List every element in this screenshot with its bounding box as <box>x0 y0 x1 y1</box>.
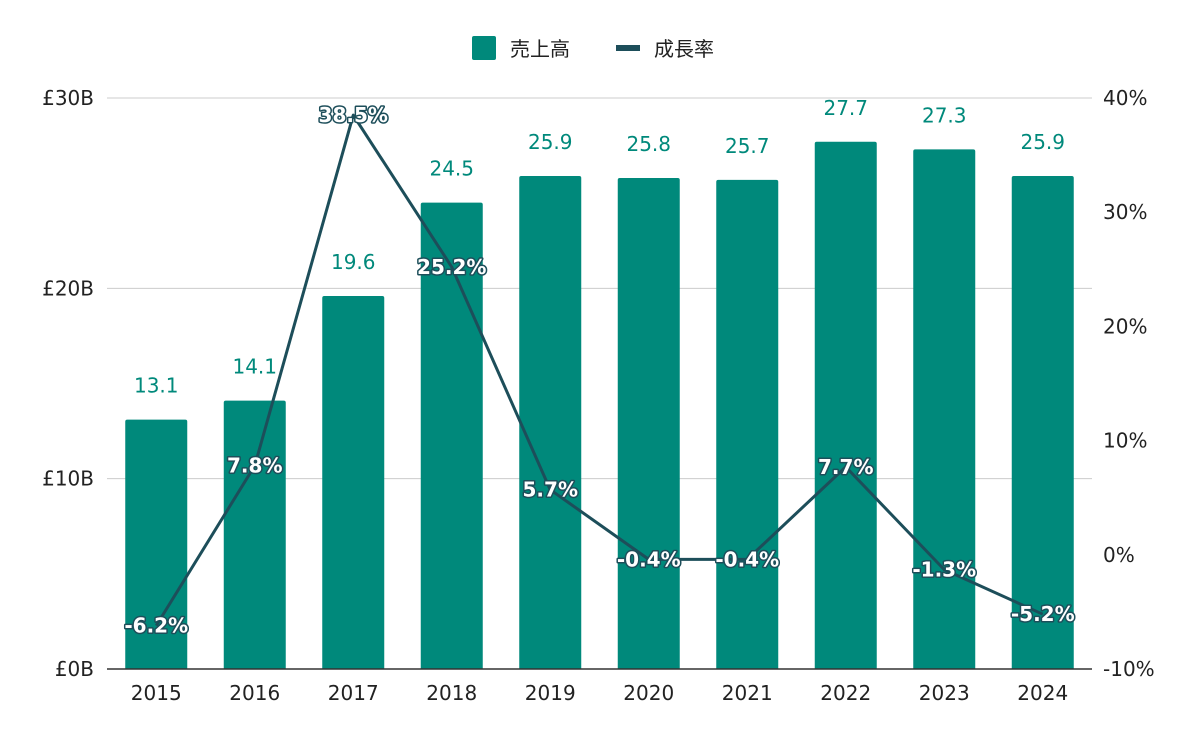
bar-value-label: 27.3 <box>922 103 967 127</box>
growth-value-label: 5.7% <box>523 478 578 502</box>
bar-value-label: 13.1 <box>134 374 179 398</box>
bar-value-label: 19.6 <box>331 250 376 274</box>
bar-value-labels: 13.1 14.1 19.6 24.5 25.9 25.8 25.7 27.7 27.3 25.9 <box>134 96 1065 398</box>
bar-series <box>125 141 1074 670</box>
y-left-tick-label: £30B <box>42 86 94 110</box>
growth-value-label: -5.2% <box>1011 602 1075 626</box>
legend: 売上高 成長率 <box>472 36 714 61</box>
bar-value-label: 25.9 <box>528 130 573 154</box>
y-right-tick-label: -10% <box>1103 657 1155 681</box>
bar <box>716 179 779 670</box>
y-left-tick-label: £10B <box>42 467 94 491</box>
y-left-tick-label: £20B <box>42 276 94 300</box>
bar <box>223 400 286 669</box>
x-tick-label: 2024 <box>1017 681 1068 705</box>
y-left-tick-label: £0B <box>55 657 94 681</box>
growth-value-label: -0.4% <box>617 547 681 571</box>
growth-value-label: -1.3% <box>912 558 976 582</box>
bar <box>519 176 582 669</box>
x-tick-label: 2015 <box>131 681 182 705</box>
y-right-tick-label: 10% <box>1103 429 1147 453</box>
left-axis: £0B £10B £20B £30B <box>42 86 94 681</box>
bar-value-label: 25.9 <box>1020 130 1065 154</box>
bar <box>125 419 188 669</box>
x-tick-label: 2017 <box>328 681 379 705</box>
x-axis: 2015 2016 2017 2018 2019 2020 2021 2022 2023 2024 <box>107 668 1092 705</box>
x-tick-label: 2021 <box>722 681 773 705</box>
line-value-labels: -6.2% 7.8% 38.5% 25.2% 5.7% -0.4% -0.4% 7.7% -1.… <box>123 102 1076 639</box>
bar-value-label: 27.7 <box>823 96 868 120</box>
line-series <box>154 113 1044 627</box>
growth-value-label: 7.7% <box>818 455 873 479</box>
growth-line <box>154 113 1044 627</box>
bar-value-label: 25.7 <box>725 134 770 158</box>
growth-value-label: 25.2% <box>417 255 486 279</box>
bar <box>1011 176 1074 669</box>
growth-value-label: 7.8% <box>227 454 282 478</box>
bar <box>617 177 680 669</box>
x-tick-label: 2022 <box>820 681 871 705</box>
bar <box>814 141 877 669</box>
growth-value-label: -0.4% <box>715 547 779 571</box>
x-tick-label: 2019 <box>525 681 576 705</box>
y-right-tick-label: 30% <box>1103 200 1147 224</box>
y-right-tick-label: 40% <box>1103 86 1147 110</box>
bar <box>420 202 483 669</box>
x-tick-label: 2023 <box>919 681 970 705</box>
growth-value-label: 38.5% <box>319 103 388 127</box>
legend-swatch-growth <box>616 45 640 51</box>
legend-label-sales: 売上高 <box>510 37 570 61</box>
y-right-tick-label: 20% <box>1103 314 1147 338</box>
x-tick-label: 2016 <box>229 681 280 705</box>
bar-value-label: 24.5 <box>429 157 474 181</box>
growth-value-label: -6.2% <box>124 614 188 638</box>
bar <box>913 149 976 669</box>
x-tick-label: 2020 <box>623 681 674 705</box>
bar-value-label: 25.8 <box>626 132 671 156</box>
legend-label-growth: 成長率 <box>654 37 714 61</box>
y-right-tick-label: 0% <box>1103 543 1135 567</box>
legend-swatch-sales <box>472 36 496 60</box>
bar-value-label: 14.1 <box>232 355 277 379</box>
bar <box>322 295 385 669</box>
x-tick-label: 2018 <box>426 681 477 705</box>
right-axis: -10% 0% 10% 20% 30% 40% <box>1103 86 1155 681</box>
